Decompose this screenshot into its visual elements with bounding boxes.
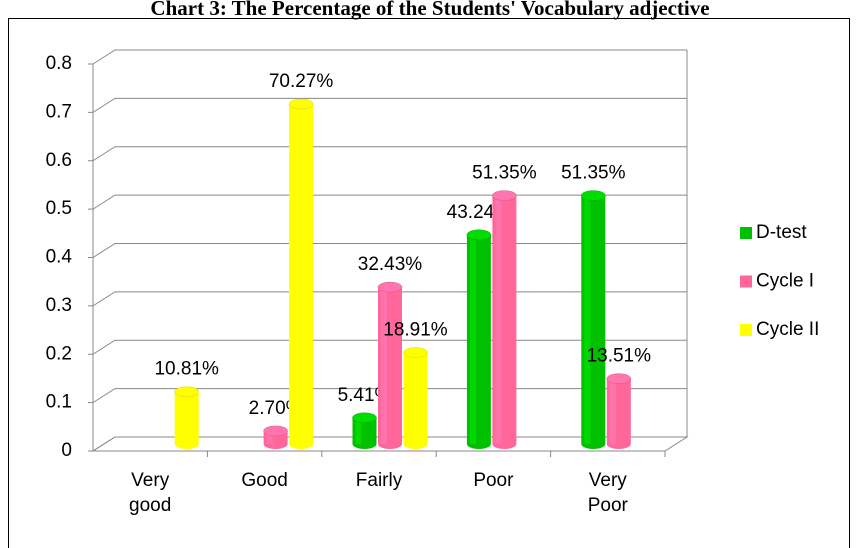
legend-swatch <box>740 227 752 239</box>
bar <box>174 386 199 449</box>
bar <box>288 98 314 449</box>
legend-swatch <box>740 324 752 336</box>
y-tick-label: 0.5 <box>46 198 72 219</box>
legend-label: D-test <box>756 222 807 243</box>
x-tick-label: Poor <box>473 470 514 491</box>
value-label: 10.81% <box>154 359 219 380</box>
bar <box>581 190 606 449</box>
bar <box>403 347 428 449</box>
legend-label: Cycle II <box>756 319 819 340</box>
bar <box>263 425 288 449</box>
y-tick-label: 0 <box>61 440 72 461</box>
value-label: 51.35% <box>561 163 626 184</box>
bar <box>492 190 517 449</box>
legend-label: Cycle I <box>756 271 814 292</box>
chart-border <box>8 18 850 548</box>
bar <box>606 373 632 449</box>
y-tick-label: 0.6 <box>46 150 72 171</box>
x-tick-label: Fairly <box>355 470 403 491</box>
y-tick-label: 0.2 <box>46 343 72 364</box>
bar <box>466 229 492 449</box>
y-tick-label: 0.8 <box>46 53 72 74</box>
x-tick-label: Very Poor <box>587 470 628 516</box>
value-label: 13.51% <box>587 346 652 367</box>
value-label: 70.27% <box>269 71 334 92</box>
chart-title: Chart 3: The Percentage of the Students'… <box>150 0 709 20</box>
value-label: 18.91% <box>383 320 448 341</box>
legend-swatch <box>740 275 752 288</box>
x-tick-label: Very good <box>129 470 172 516</box>
bar <box>377 281 403 449</box>
x-tick-label: Good <box>241 470 288 491</box>
grid-line <box>92 97 687 113</box>
y-tick-label: 0.7 <box>46 101 72 122</box>
bar <box>352 412 377 449</box>
grid-line <box>92 49 687 65</box>
value-label: 32.43% <box>358 254 423 275</box>
grid-line <box>92 146 687 162</box>
value-label: 51.35% <box>472 163 537 184</box>
y-tick-label: 0.4 <box>46 247 73 268</box>
y-tick-label: 0.1 <box>46 392 72 413</box>
y-tick-label: 0.3 <box>46 295 72 316</box>
